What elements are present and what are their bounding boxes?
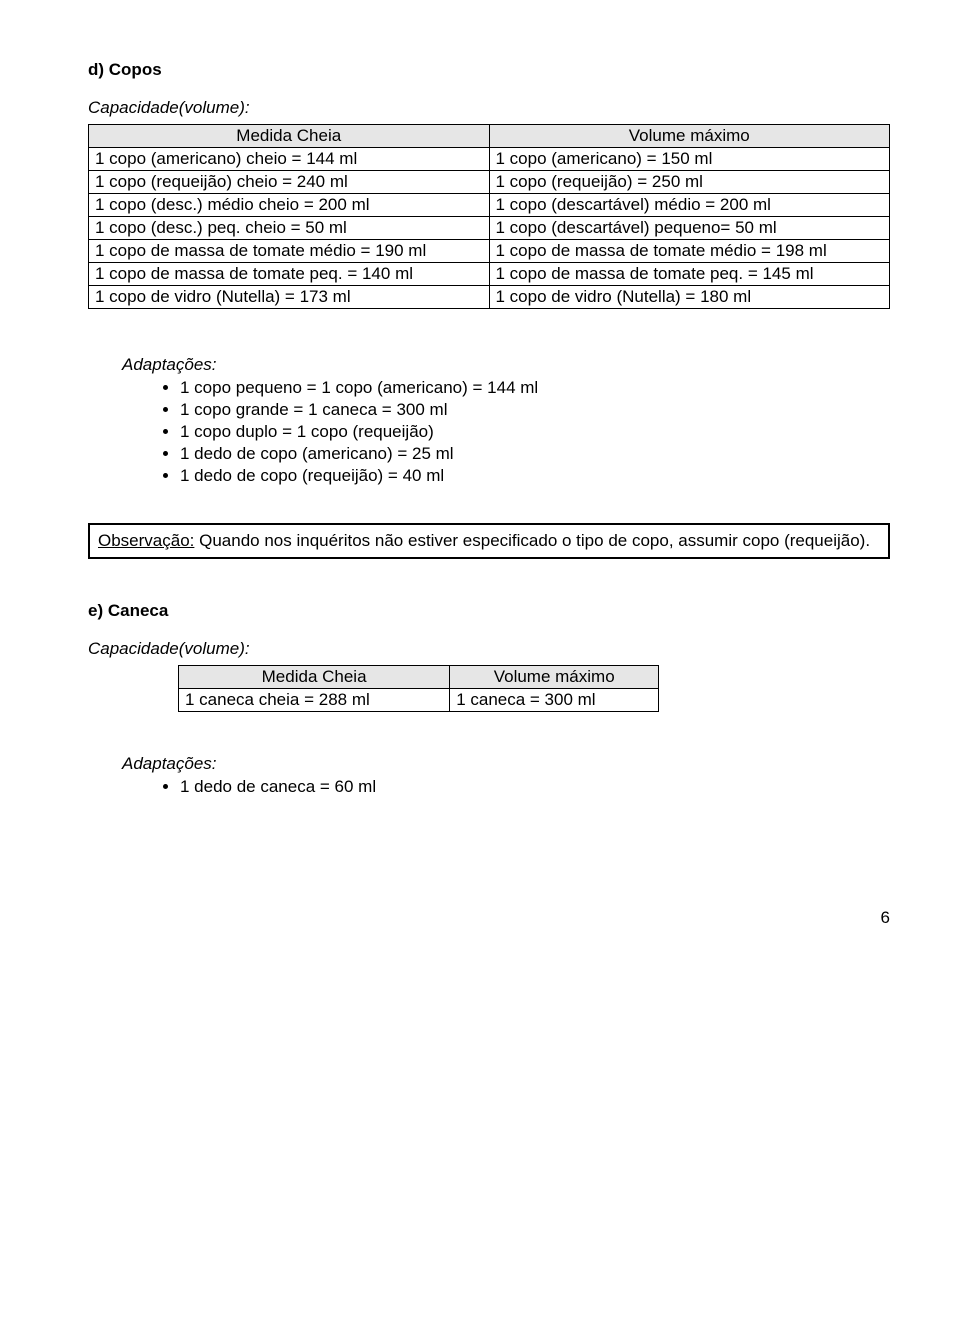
table-cell: 1 copo de vidro (Nutella) = 173 ml (89, 286, 490, 309)
copos-table: Medida Cheia Volume máximo 1 copo (ameri… (88, 124, 890, 309)
table-cell: 1 copo (requeijão) = 250 ml (489, 171, 890, 194)
section-e-adapt-title: Adaptações: (122, 754, 890, 774)
table-cell: 1 copo de massa de tomate peq. = 140 ml (89, 263, 490, 286)
observacao-text: Quando nos inquéritos não estiver especi… (194, 531, 870, 550)
table-cell: 1 copo de massa de tomate médio = 190 ml (89, 240, 490, 263)
list-item: 1 copo duplo = 1 copo (requeijão) (180, 421, 890, 443)
table-cell: 1 copo de massa de tomate médio = 198 ml (489, 240, 890, 263)
caneca-th-0: Medida Cheia (179, 666, 450, 689)
table-cell: 1 copo (americano) = 150 ml (489, 148, 890, 171)
list-item: 1 dedo de caneca = 60 ml (180, 776, 890, 798)
list-item: 1 copo grande = 1 caneca = 300 ml (180, 399, 890, 421)
copos-tbody: 1 copo (americano) cheio = 144 ml1 copo … (89, 148, 890, 309)
table-row: 1 copo de vidro (Nutella) = 173 ml1 copo… (89, 286, 890, 309)
table-cell: 1 copo (desc.) peq. cheio = 50 ml (89, 217, 490, 240)
page-number: 6 (88, 908, 890, 928)
table-cell: 1 caneca = 300 ml (450, 689, 659, 712)
caneca-th-1: Volume máximo (450, 666, 659, 689)
section-e-heading: e) Caneca (88, 601, 890, 621)
table-cell: 1 copo (requeijão) cheio = 240 ml (89, 171, 490, 194)
section-d-heading: d) Copos (88, 60, 890, 80)
observacao-label: Observação: (98, 531, 194, 550)
copos-th-0: Medida Cheia (89, 125, 490, 148)
list-item: 1 dedo de copo (requeijão) = 40 ml (180, 465, 890, 487)
table-row: 1 copo (requeijão) cheio = 240 ml1 copo … (89, 171, 890, 194)
table-row: 1 copo (desc.) peq. cheio = 50 ml1 copo … (89, 217, 890, 240)
caneca-table: Medida Cheia Volume máximo 1 caneca chei… (178, 665, 659, 712)
section-d-adapt-title: Adaptações: (122, 355, 890, 375)
table-row: 1 copo (americano) cheio = 144 ml1 copo … (89, 148, 890, 171)
list-item: 1 copo pequeno = 1 copo (americano) = 14… (180, 377, 890, 399)
table-cell: 1 copo de massa de tomate peq. = 145 ml (489, 263, 890, 286)
table-cell: 1 copo (desc.) médio cheio = 200 ml (89, 194, 490, 217)
table-cell: 1 caneca cheia = 288 ml (179, 689, 450, 712)
table-cell: 1 copo (americano) cheio = 144 ml (89, 148, 490, 171)
section-e-capacidade: Capacidade(volume): (88, 639, 890, 659)
section-d-adapt-list: 1 copo pequeno = 1 copo (americano) = 14… (88, 377, 890, 487)
observacao-box: Observação: Quando nos inquéritos não es… (88, 523, 890, 559)
table-row: 1 copo (desc.) médio cheio = 200 ml1 cop… (89, 194, 890, 217)
section-e-adapt-list: 1 dedo de caneca = 60 ml (88, 776, 890, 798)
table-cell: 1 copo (descartável) pequeno= 50 ml (489, 217, 890, 240)
list-item: 1 dedo de copo (americano) = 25 ml (180, 443, 890, 465)
table-row: 1 caneca cheia = 288 ml1 caneca = 300 ml (179, 689, 659, 712)
section-d-capacidade: Capacidade(volume): (88, 98, 890, 118)
table-cell: 1 copo (descartável) médio = 200 ml (489, 194, 890, 217)
copos-th-1: Volume máximo (489, 125, 890, 148)
caneca-tbody: 1 caneca cheia = 288 ml1 caneca = 300 ml (179, 689, 659, 712)
table-row: 1 copo de massa de tomate médio = 190 ml… (89, 240, 890, 263)
table-row: 1 copo de massa de tomate peq. = 140 ml1… (89, 263, 890, 286)
table-cell: 1 copo de vidro (Nutella) = 180 ml (489, 286, 890, 309)
